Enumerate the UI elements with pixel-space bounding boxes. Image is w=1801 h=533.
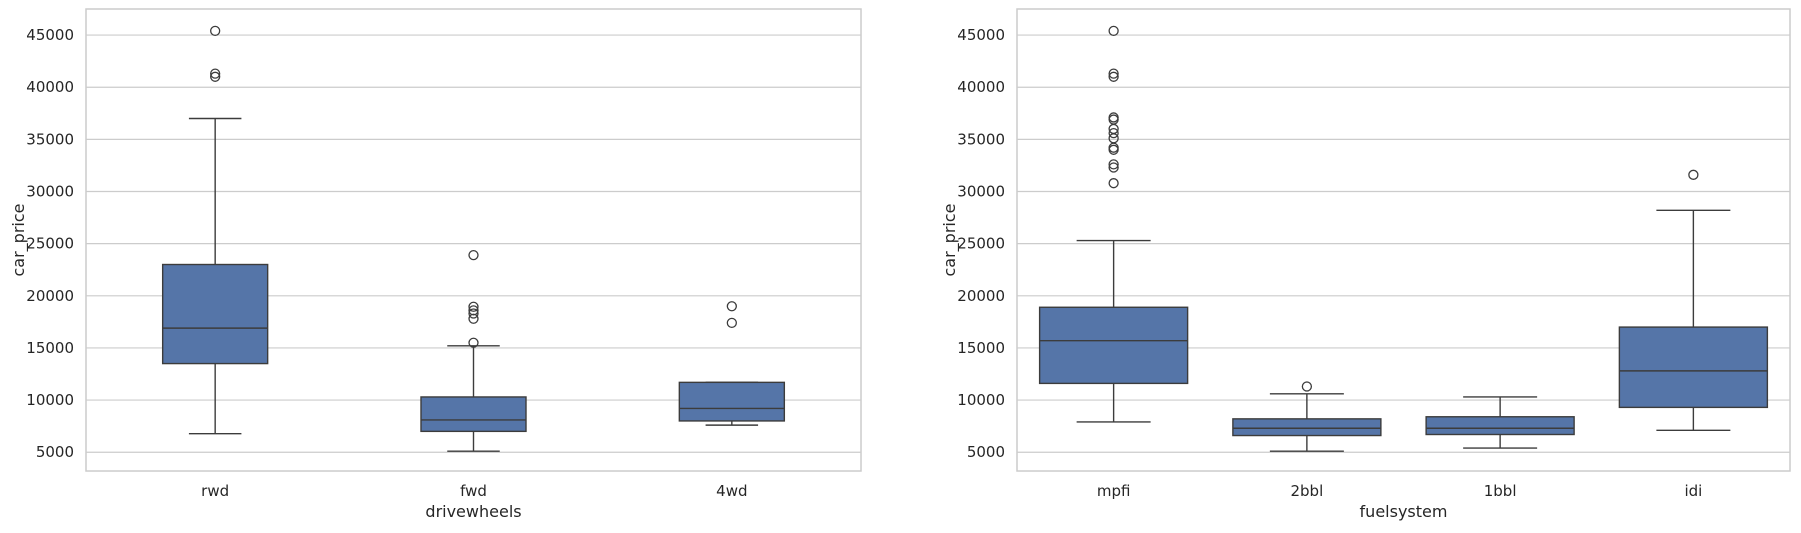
outlier-point <box>210 71 221 82</box>
y-tick-label: 10000 <box>26 391 74 409</box>
outlier-point <box>726 301 737 312</box>
x-tick-label: rwd <box>201 482 229 500</box>
y-tick-label: 30000 <box>957 183 1005 201</box>
outlier-point <box>1108 127 1119 139</box>
outlier-point <box>1108 68 1119 79</box>
outlier-point <box>1108 71 1119 82</box>
outlier-point <box>1108 162 1119 173</box>
box-1bbl <box>1425 416 1575 436</box>
x-tick-label: 4wd <box>716 482 747 500</box>
x-tick-label: fwd <box>460 482 487 500</box>
y-tick-label: 15000 <box>26 339 74 357</box>
box-2bbl <box>1232 418 1382 437</box>
x-tick-label: 2bbl <box>1290 482 1323 500</box>
outlier-point <box>468 308 479 319</box>
y-tick-label: 30000 <box>26 183 74 201</box>
x-tick-label: mpfi <box>1097 482 1131 500</box>
y-tick-label: 35000 <box>957 130 1005 148</box>
x-tick-label: idi <box>1684 482 1702 500</box>
y-tick-label: 35000 <box>26 130 74 148</box>
outlier-point <box>1108 25 1119 37</box>
outlier-point <box>468 305 479 316</box>
box-fwd <box>420 396 527 433</box>
outlier-point <box>1108 159 1119 170</box>
y-tick-label: 25000 <box>957 235 1005 253</box>
y-tick-label: 20000 <box>957 287 1005 305</box>
outlier-point <box>1108 144 1119 155</box>
outlier-point <box>1108 112 1119 123</box>
outlier-point <box>1108 178 1119 189</box>
outlier-point <box>468 301 479 312</box>
y-tick-label: 10000 <box>957 391 1005 409</box>
y-tick-label: 40000 <box>957 78 1005 96</box>
y-tick-label: 15000 <box>957 339 1005 357</box>
y-tick-label: 5000 <box>36 443 74 461</box>
axes-frame <box>85 8 862 472</box>
outlier-point <box>1108 133 1119 144</box>
y-tick-label: 25000 <box>26 235 74 253</box>
outlier-point <box>1688 169 1699 180</box>
boxplot-panel-fuelsystem: 5000 10000 15000 20000 25000 30000 35000 40000 4… <box>940 8 1791 521</box>
y-tick-label: 20000 <box>26 287 74 305</box>
outlier-point <box>1301 381 1313 392</box>
outlier-point <box>726 317 737 329</box>
y-axis-label: car_price <box>940 204 960 277</box>
outlier-point <box>210 68 221 79</box>
y-tick-label: 45000 <box>26 26 74 44</box>
y-tick-label: 45000 <box>957 26 1005 44</box>
box-idi <box>1618 326 1769 409</box>
outlier-point <box>210 25 221 37</box>
x-axis-label: fuelsystem <box>1360 502 1448 521</box>
box-mpfi <box>1038 306 1189 385</box>
outlier-point <box>468 313 479 324</box>
outlier-point <box>1108 114 1119 125</box>
box-4wd <box>678 381 786 422</box>
outlier-point <box>1108 142 1119 153</box>
outlier-point <box>468 337 479 348</box>
y-tick-label: 5000 <box>967 443 1005 461</box>
axes-frame <box>1016 8 1791 472</box>
y-tick-label: 40000 <box>26 78 74 96</box>
boxplot-panel-drivewheels: 5000 10000 15000 20000 25000 30000 35000 40000 4… <box>9 8 862 521</box>
box-rwd <box>161 263 269 365</box>
x-axis-label: drivewheels <box>425 502 521 521</box>
x-tick-label: 1bbl <box>1484 482 1517 500</box>
outlier-point <box>468 249 479 261</box>
y-axis-label: car_price <box>9 204 29 277</box>
